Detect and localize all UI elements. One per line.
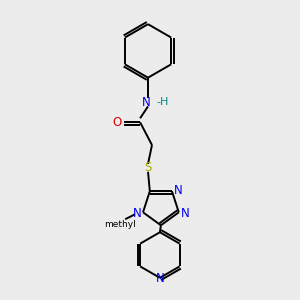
Text: O: O — [113, 116, 122, 129]
Text: S: S — [144, 161, 152, 174]
Text: -H: -H — [157, 98, 169, 107]
Text: methyl: methyl — [104, 220, 136, 229]
Text: N: N — [142, 96, 150, 109]
Text: N: N — [155, 272, 164, 285]
Text: N: N — [133, 207, 141, 220]
Text: N: N — [173, 184, 182, 197]
Text: N: N — [182, 207, 190, 220]
